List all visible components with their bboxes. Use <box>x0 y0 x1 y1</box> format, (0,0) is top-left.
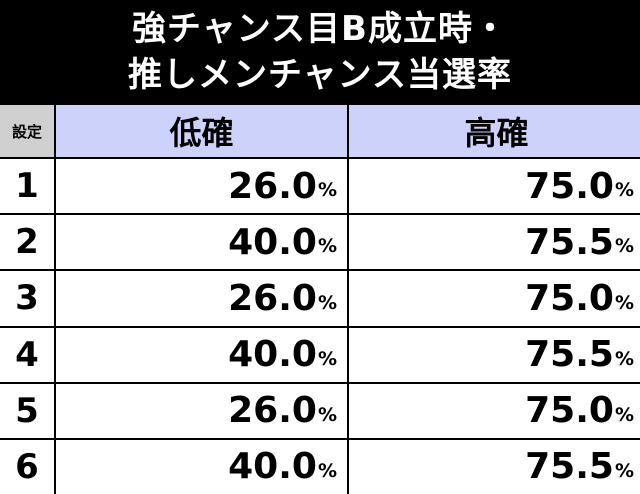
low-rate-cell: 26.0% <box>56 383 347 438</box>
setting-cell: 4 <box>0 327 54 382</box>
low-rate-value: 40.0 <box>228 221 317 263</box>
low-rate-value: 26.0 <box>228 390 317 432</box>
high-rate-value: 75.5 <box>525 446 614 488</box>
title-block: 強チャンス目B成立時・ 推しメンチャンス当選率 <box>0 0 640 103</box>
percent-sign: % <box>614 291 634 314</box>
low-rate-value: 40.0 <box>228 446 317 488</box>
setting-cell: 3 <box>0 271 54 326</box>
title-line-1: 強チャンス目B成立時・ <box>132 8 508 49</box>
low-rate-cell: 40.0% <box>56 439 347 494</box>
high-rate-cell: 75.5% <box>349 439 640 494</box>
header-high: 高確 <box>349 105 640 157</box>
percent-sign: % <box>317 460 337 482</box>
probability-table: 設定 低確 高確 1 26.0% 75.0% 2 40.0% 75.5% 3 2… <box>0 105 640 494</box>
percent-sign: % <box>317 235 337 258</box>
high-rate-value: 75.5 <box>525 221 614 263</box>
low-rate-value: 26.0 <box>228 277 317 319</box>
low-rate-cell: 40.0% <box>56 327 347 382</box>
low-rate-value: 26.0 <box>228 165 317 207</box>
percent-sign: % <box>614 179 634 202</box>
title-line-2: 推しメンチャンス当選率 <box>128 54 512 95</box>
percent-sign: % <box>317 403 337 426</box>
percent-sign: % <box>317 291 337 314</box>
percent-sign: % <box>317 179 337 202</box>
high-rate-cell: 75.0% <box>349 271 640 326</box>
percent-sign: % <box>614 403 634 426</box>
high-rate-value: 75.0 <box>525 165 614 207</box>
percent-sign: % <box>614 460 634 482</box>
high-rate-value: 75.0 <box>525 277 614 319</box>
high-rate-cell: 75.5% <box>349 327 640 382</box>
high-rate-cell: 75.0% <box>349 383 640 438</box>
percent-sign: % <box>317 347 337 370</box>
high-rate-cell: 75.5% <box>349 215 640 270</box>
setting-cell: 2 <box>0 215 54 270</box>
header-setting: 設定 <box>0 105 54 157</box>
low-rate-value: 40.0 <box>228 334 317 376</box>
setting-cell: 6 <box>0 439 54 494</box>
low-rate-cell: 26.0% <box>56 159 347 214</box>
header-low: 低確 <box>56 105 347 157</box>
high-rate-cell: 75.0% <box>349 159 640 214</box>
setting-cell: 1 <box>0 159 54 214</box>
high-rate-value: 75.5 <box>525 334 614 376</box>
percent-sign: % <box>614 347 634 370</box>
percent-sign: % <box>614 235 634 258</box>
high-rate-value: 75.0 <box>525 390 614 432</box>
setting-cell: 5 <box>0 383 54 438</box>
low-rate-cell: 26.0% <box>56 271 347 326</box>
low-rate-cell: 40.0% <box>56 215 347 270</box>
